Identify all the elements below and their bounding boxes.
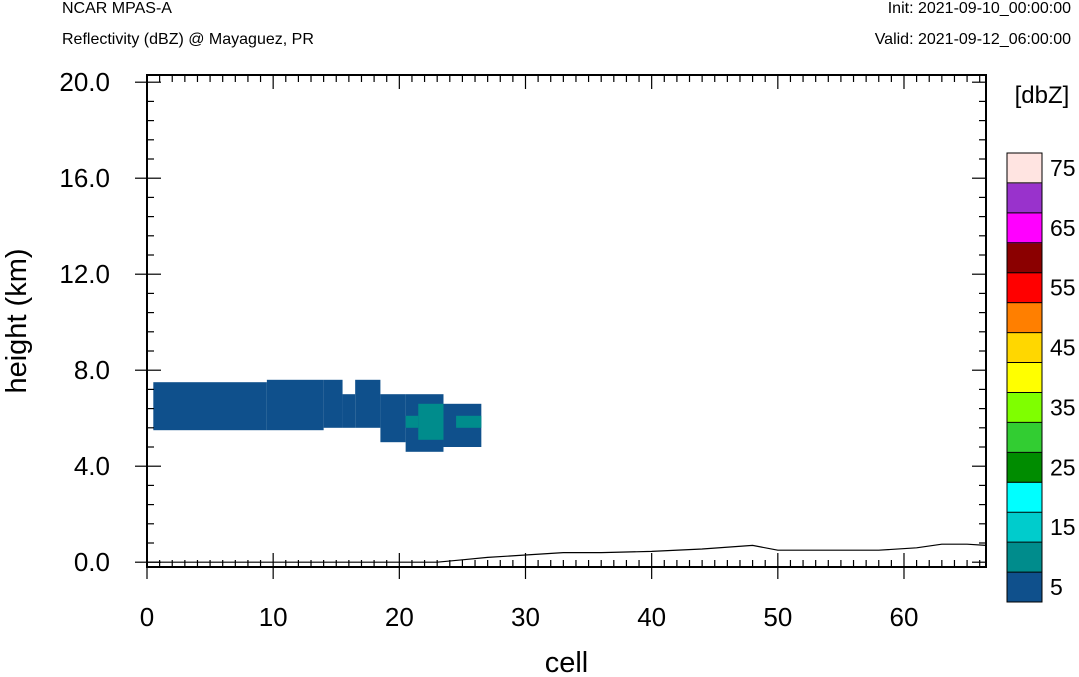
y-tick-label: 8.0 xyxy=(74,355,110,385)
colorbar-tick-label: 5 xyxy=(1050,574,1063,600)
colorbar-tick-label: 55 xyxy=(1050,275,1076,301)
x-tick-label: 40 xyxy=(637,602,666,632)
axis-tick-labels: 0 10 20 30 40 50 60 0.0 4.0 8.0 12.0 16.0 20.0 xyxy=(59,67,918,632)
colorbar-swatch xyxy=(1007,512,1042,543)
chart-subtitle: Reflectivity (dBZ) @ Mayaguez, PR xyxy=(62,31,314,48)
colorbar-swatch xyxy=(1007,332,1042,364)
x-tick-label: 60 xyxy=(890,602,919,632)
x-tick-label: 10 xyxy=(259,602,288,632)
reflectivity-cell xyxy=(380,394,406,443)
colorbar-tick-label: 45 xyxy=(1050,335,1076,361)
colorbar-swatch xyxy=(1007,422,1042,453)
colorbar-swatch xyxy=(1007,482,1042,513)
reflectivity-cell xyxy=(323,379,343,428)
x-tick-label: 0 xyxy=(140,602,154,632)
reflectivity-cell xyxy=(153,382,267,431)
colorbar-swatch xyxy=(1007,362,1042,393)
y-tick-label: 4.0 xyxy=(74,451,110,481)
colorbar-swatch xyxy=(1007,392,1042,423)
colorbar: 5 15 25 35 45 55 65 75 xyxy=(1006,152,1076,603)
terrain-line xyxy=(147,543,987,563)
colorbar-tick-label: 75 xyxy=(1050,155,1076,181)
colorbar-swatch xyxy=(1007,212,1042,244)
x-axis-label: cell xyxy=(545,647,589,677)
x-tick-label: 30 xyxy=(511,602,540,632)
y-tick-label: 20.0 xyxy=(59,67,110,97)
plot-frame xyxy=(146,74,987,568)
terrain-profile xyxy=(147,543,987,563)
colorbar-tick-label: 25 xyxy=(1050,454,1076,480)
colorbar-unit-label: [dbZ] xyxy=(1015,82,1070,109)
colorbar-swatch xyxy=(1007,572,1042,603)
colorbar-tick-label: 65 xyxy=(1050,215,1076,241)
x-tick-label: 20 xyxy=(385,602,414,632)
colorbar-swatch xyxy=(1007,153,1042,184)
colorbar-swatch xyxy=(1007,242,1042,274)
reflectivity-cell xyxy=(266,379,324,431)
colorbar-swatch xyxy=(1007,272,1042,304)
reflectivity-cell xyxy=(418,403,444,440)
colorbar-tick-label: 15 xyxy=(1050,514,1076,540)
y-tick-label: 16.0 xyxy=(59,163,110,193)
valid-time: Valid: 2021-09-12_06:00:00 xyxy=(874,31,1071,48)
colorbar-swatch xyxy=(1007,452,1042,483)
colorbar-frame xyxy=(1006,152,1043,603)
colorbar-swatch xyxy=(1007,542,1042,573)
axis-ticks xyxy=(135,75,986,579)
x-tick-label: 50 xyxy=(763,602,792,632)
colorbar-tick-label: 35 xyxy=(1050,394,1076,420)
colorbar-swatch xyxy=(1007,302,1042,334)
reflectivity-cell xyxy=(405,415,419,428)
y-tick-label: 0.0 xyxy=(74,547,110,577)
y-tick-label: 12.0 xyxy=(59,259,110,289)
colorbar-swatch xyxy=(1007,182,1042,214)
reflectivity-cells xyxy=(153,379,482,452)
reflectivity-cell xyxy=(355,379,381,428)
y-axis-label: height (km) xyxy=(1,248,33,393)
reflectivity-cell xyxy=(456,415,482,428)
reflectivity-cell xyxy=(342,394,356,428)
init-time: Init: 2021-09-10_00:00:00 xyxy=(887,0,1071,17)
model-title: NCAR MPAS-A xyxy=(62,0,172,17)
